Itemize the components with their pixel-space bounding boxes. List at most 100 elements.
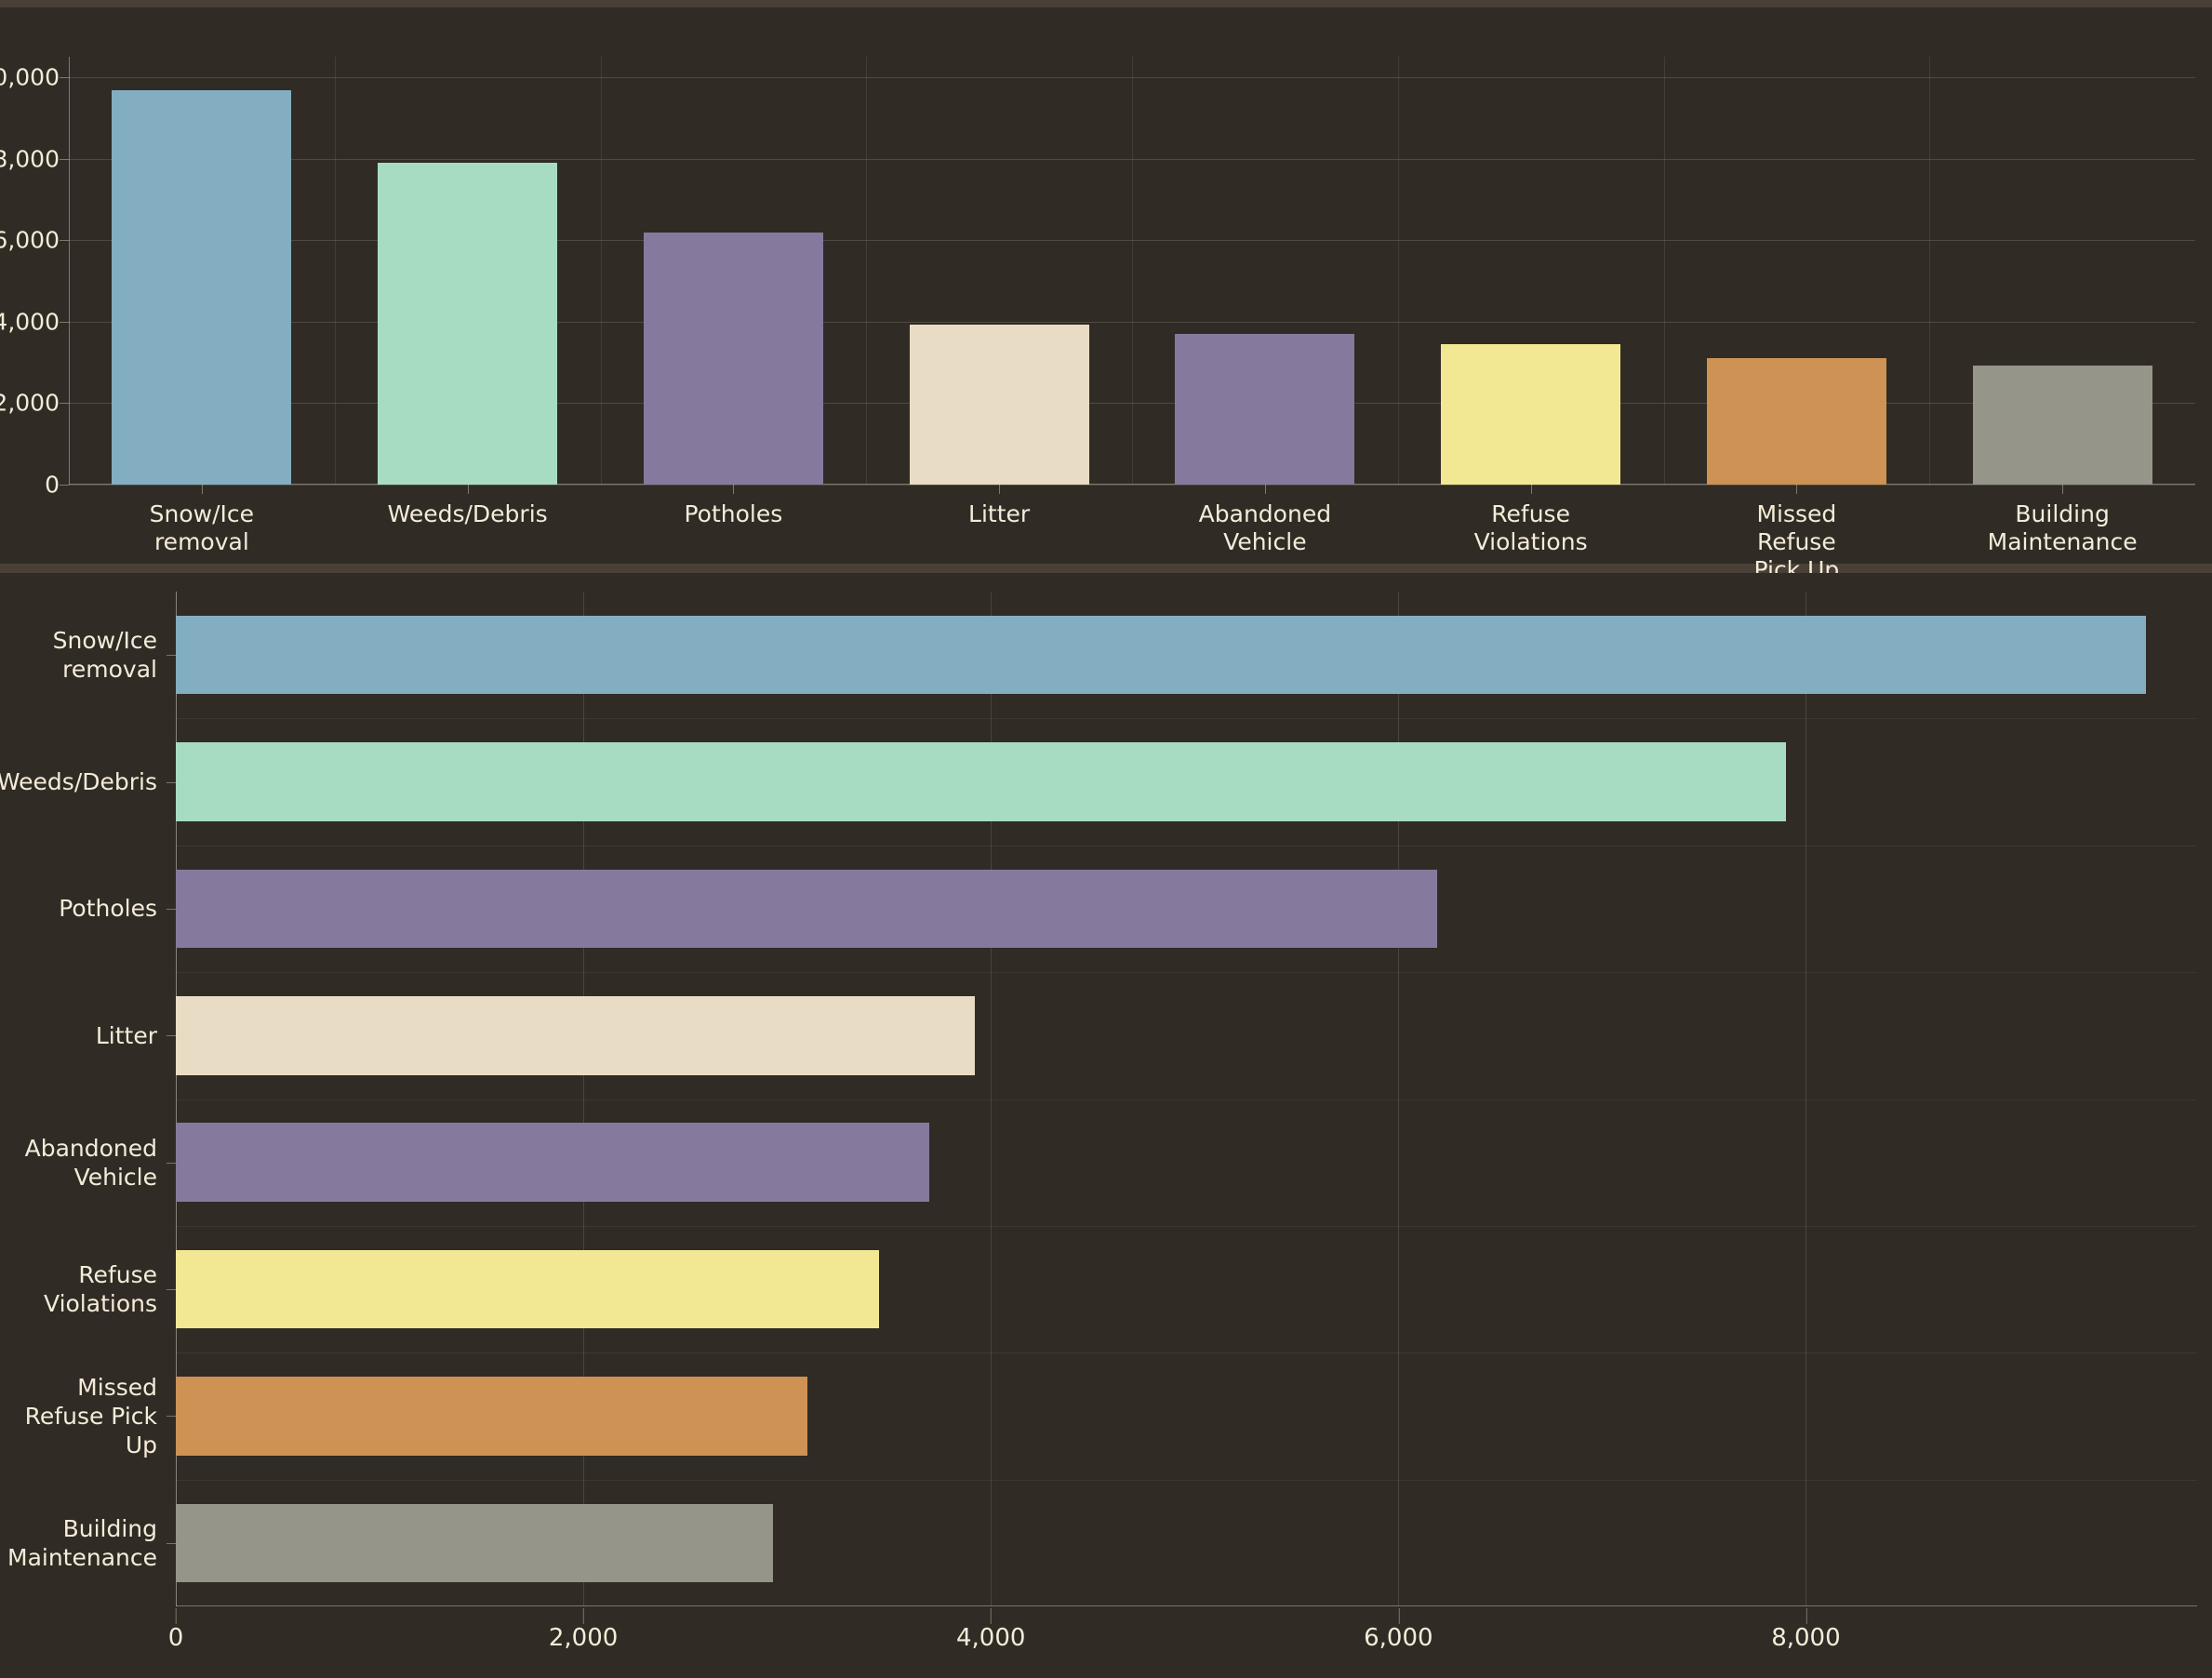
y-axis-label: Potholes: [59, 895, 157, 923]
y-axis-label: Snow/Ice removal: [52, 627, 157, 684]
x-axis-tick: [1796, 485, 1798, 494]
horizontal-chart-plot-area: [167, 592, 2197, 1606]
gridline-y: [69, 485, 2195, 486]
bar-slot: [1929, 57, 2195, 494]
y-axis-label: 10,000: [0, 63, 60, 91]
bar[interactable]: [176, 742, 1786, 821]
y-axis-tick: [60, 158, 69, 160]
gridline-x: [1929, 57, 1931, 485]
x-axis-label: Abandoned Vehicle: [1198, 500, 1332, 555]
x-axis-label: Potholes: [684, 500, 783, 527]
y-axis-label: Litter: [95, 1021, 157, 1049]
bar[interactable]: [176, 1123, 930, 1202]
bar-slot: [167, 718, 2197, 845]
x-axis-tick: [201, 485, 203, 494]
x-axis-tick: [733, 485, 735, 494]
row-separator: [176, 972, 2197, 974]
vertical-bar-chart: 0 2,000 4,000 6,000 8,000 10,000 Snow/Ice rem…: [0, 7, 2212, 583]
panel-divider: [0, 564, 2212, 573]
gridline-x: [334, 57, 336, 485]
gridline-x: [600, 57, 602, 485]
y-axis-tick: [167, 781, 176, 783]
gridline-y: [69, 240, 2195, 242]
bar-slot: [69, 57, 335, 494]
bar[interactable]: [378, 162, 558, 485]
y-axis-label: Weeds/Debris: [0, 768, 157, 796]
horizontal-chart-bars: [167, 592, 2197, 1606]
bar-slot: [167, 846, 2197, 972]
y-axis-label: 0: [45, 471, 60, 499]
horizontal-chart-y-axis-line: [176, 592, 177, 1606]
x-axis-tick: [1264, 485, 1266, 494]
bar-slot: [1664, 57, 1930, 494]
gridline-x: [991, 592, 993, 1606]
x-axis-label: Weeds/Debris: [387, 500, 548, 527]
x-axis-label: Litter: [968, 500, 1031, 527]
y-axis-tick: [60, 240, 69, 242]
bar[interactable]: [1972, 365, 2152, 485]
vertical-chart-bars: [69, 57, 2195, 494]
x-axis-tick: [583, 1608, 585, 1624]
gridline-y: [69, 321, 2195, 323]
row-separator: [176, 1099, 2197, 1100]
y-axis-label: 2,000: [0, 389, 60, 417]
bar[interactable]: [176, 996, 975, 1075]
bar[interactable]: [176, 1377, 808, 1456]
y-axis-label: Building Maintenance: [7, 1514, 157, 1571]
y-axis-tick: [167, 1542, 176, 1544]
horizontal-bar-chart: Snow/Ice removal Weeds/Debris Potholes Litt…: [0, 573, 2212, 1678]
x-axis-label: Refuse Violations: [1473, 500, 1588, 555]
bar-slot: [167, 1099, 2197, 1226]
vertical-chart-x-axis-line: [69, 484, 2195, 485]
row-separator: [176, 1352, 2197, 1354]
y-axis-tick: [60, 76, 69, 78]
y-axis-tick: [167, 1162, 176, 1164]
y-axis-label: Refuse Violations: [44, 1261, 157, 1318]
y-axis-tick: [167, 908, 176, 910]
bar[interactable]: [1706, 358, 1886, 485]
bar[interactable]: [176, 1249, 879, 1329]
bar[interactable]: [1175, 333, 1355, 485]
vertical-chart-plot-area: [60, 57, 2195, 494]
x-axis-label: 2,000: [549, 1608, 618, 1652]
vertical-chart-y-axis-line: [69, 57, 70, 485]
bar-slot: [1398, 57, 1664, 494]
bar[interactable]: [176, 615, 2147, 695]
bar-slot: [167, 1226, 2197, 1352]
y-axis-label: 4,000: [0, 308, 60, 336]
x-axis-label: Snow/Ice removal: [149, 500, 255, 555]
bar-slot: [167, 972, 2197, 1099]
bar-slot: [167, 1352, 2197, 1479]
x-axis-label: 0: [168, 1608, 183, 1652]
gridline-x: [583, 592, 585, 1606]
y-axis-label: Missed Refuse Pick Up: [24, 1373, 157, 1458]
x-axis-tick: [2062, 485, 2064, 494]
vertical-chart-x-tick-labels: Snow/Ice removal Weeds/Debris Potholes Litt…: [69, 485, 2195, 583]
gridline-x: [866, 57, 868, 485]
gridline-x: [1663, 57, 1665, 485]
gridline-x: [1132, 57, 1133, 485]
x-axis-label: Building Maintenance: [1987, 500, 2138, 555]
horizontal-chart-y-tick-labels: Snow/Ice removal Weeds/Debris Potholes Litt…: [0, 592, 169, 1606]
gridline-x: [176, 592, 177, 1606]
y-axis-label: 6,000: [0, 226, 60, 254]
x-axis-tick: [175, 1608, 177, 1624]
bar[interactable]: [112, 90, 292, 485]
x-axis-tick: [1398, 1608, 1400, 1624]
horizontal-chart-x-tick-labels: 0 2,000 4,000 6,000 8,000: [168, 1608, 2197, 1661]
bar[interactable]: [1441, 343, 1621, 485]
y-axis-label: 8,000: [0, 145, 60, 173]
gridline-x: [1397, 57, 1399, 485]
row-separator: [176, 1479, 2197, 1481]
y-axis-tick: [60, 321, 69, 323]
x-axis-label: 4,000: [956, 1608, 1025, 1652]
bar[interactable]: [643, 232, 823, 485]
bar[interactable]: [176, 1503, 773, 1583]
gridline-y: [69, 403, 2195, 405]
bar[interactable]: [176, 869, 1437, 949]
bar-slot: [335, 57, 601, 494]
y-axis-tick: [167, 655, 176, 657]
bar[interactable]: [909, 325, 1089, 485]
gridline-y: [69, 76, 2195, 78]
